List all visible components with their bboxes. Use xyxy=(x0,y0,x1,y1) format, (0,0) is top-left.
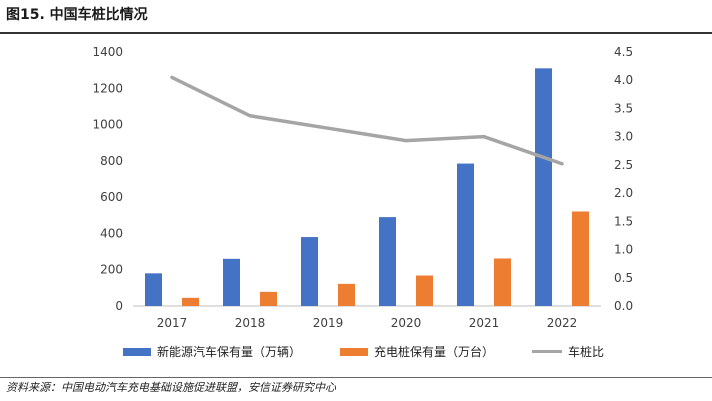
ratio-point xyxy=(326,126,330,130)
legend-label-ev: 新能源汽车保有量（万辆） xyxy=(157,345,302,359)
right-tick-label: 4.5 xyxy=(614,45,633,59)
legend-label-pile: 充电桩保有量（万台） xyxy=(374,345,495,359)
x-tick-label: 2017 xyxy=(157,316,188,330)
right-tick-label: 3.0 xyxy=(614,130,633,144)
bar-ev xyxy=(535,68,552,306)
ratio-series-line xyxy=(170,75,564,166)
legend-swatch-ev xyxy=(123,347,151,356)
legend-item-ratio: 车桩比 xyxy=(532,343,604,360)
bar-ev xyxy=(145,273,162,306)
ratio-point xyxy=(170,75,174,79)
left-axis: 0 200 400 600 800 1000 1200 1400 xyxy=(92,45,123,313)
left-tick-label: 800 xyxy=(100,154,123,168)
left-tick-label: 1200 xyxy=(92,81,123,95)
bar-ev xyxy=(379,217,396,306)
legend-swatch-pile xyxy=(340,347,368,356)
left-tick-label: 1000 xyxy=(92,118,123,132)
ratio-point xyxy=(482,135,486,139)
x-tick-label: 2022 xyxy=(547,316,578,330)
figure-title: 图15. 中国车桩比情况 xyxy=(6,7,148,23)
bar-pile xyxy=(416,275,433,306)
bar-ev xyxy=(223,258,240,306)
right-tick-label: 1.5 xyxy=(614,214,633,228)
bar-pile xyxy=(572,211,589,306)
x-axis: 2017 2018 2019 2020 2021 2022 xyxy=(157,316,578,330)
x-tick-label: 2021 xyxy=(469,316,500,330)
legend-label-ratio: 车桩比 xyxy=(568,345,605,359)
legend-swatch-ratio xyxy=(532,350,562,353)
ratio-point xyxy=(248,114,252,118)
top-rule xyxy=(0,32,712,34)
bar-layer xyxy=(145,68,589,306)
left-tick-label: 200 xyxy=(100,263,123,277)
left-tick-label: 600 xyxy=(100,190,123,204)
x-tick-label: 2018 xyxy=(235,316,266,330)
ratio-point xyxy=(560,162,564,166)
legend-item-ev: 新能源汽车保有量（万辆） xyxy=(123,343,301,360)
bar-pile xyxy=(260,291,277,306)
right-tick-label: 3.5 xyxy=(614,101,633,115)
left-tick-label: 1400 xyxy=(92,45,123,59)
right-tick-label: 2.0 xyxy=(614,186,633,200)
x-tick-label: 2019 xyxy=(313,316,344,330)
right-tick-label: 1.0 xyxy=(614,243,633,257)
legend: 新能源汽车保有量（万辆） 充电桩保有量（万台） 车桩比 xyxy=(0,343,712,359)
left-tick-label: 400 xyxy=(100,226,123,240)
bar-pile xyxy=(494,258,511,306)
x-tick-label: 2020 xyxy=(391,316,422,330)
bar-pile xyxy=(182,297,199,306)
legend-item-pile: 充电桩保有量（万台） xyxy=(340,343,494,360)
bar-pile xyxy=(338,283,355,306)
ratio-point xyxy=(404,139,408,143)
right-tick-label: 4.0 xyxy=(614,73,633,87)
right-axis: 0.0 0.5 1.0 1.5 2.0 2.5 3.0 3.5 4.0 4.5 xyxy=(614,45,633,313)
bar-ev xyxy=(301,237,318,306)
left-tick-label: 0 xyxy=(115,299,123,313)
right-tick-label: 2.5 xyxy=(614,158,633,172)
bar-ev xyxy=(457,163,474,306)
source-note: 资料来源：中国电动汽车充电基础设施促进联盟，安信证券研究中心 xyxy=(6,381,336,394)
right-tick-label: 0.5 xyxy=(614,271,633,285)
bottom-rule xyxy=(0,377,712,378)
right-tick-label: 0.0 xyxy=(614,299,633,313)
line-layer xyxy=(170,75,564,166)
